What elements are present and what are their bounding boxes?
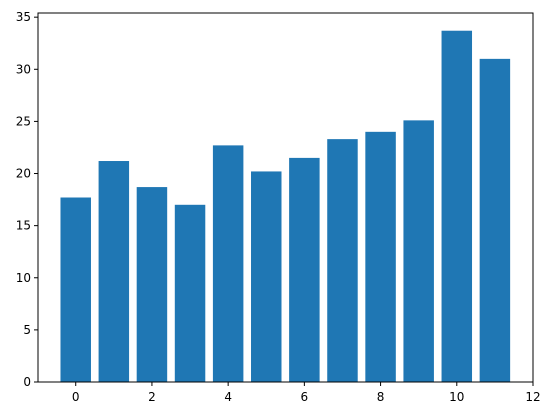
bar-4: [212, 145, 244, 382]
bar-10: [441, 30, 473, 383]
bar-7: [327, 139, 358, 382]
bars-layer: [60, 30, 511, 383]
y-tick-label: 0: [23, 375, 31, 389]
bar-11: [479, 58, 511, 382]
bar-6: [289, 157, 320, 382]
x-tick-label: 2: [148, 390, 156, 404]
bar-5: [251, 171, 282, 382]
bar-0: [60, 197, 91, 382]
y-tick-label: 30: [16, 62, 31, 76]
x-axis: 0 2 4 6 8 10 12: [72, 382, 541, 404]
bar-8: [365, 131, 396, 382]
x-tick-label: 4: [224, 390, 232, 404]
y-tick-label: 35: [16, 10, 31, 24]
y-tick-label: 15: [16, 219, 31, 233]
plot-frame: [37, 12, 534, 383]
y-tick-label: 20: [16, 167, 31, 181]
y-tick-label: 5: [23, 323, 31, 337]
x-tick-label: 10: [449, 390, 464, 404]
x-tick-label: 12: [525, 390, 540, 404]
bar-3: [174, 204, 206, 382]
y-tick-label: 25: [16, 114, 31, 128]
bar-1: [98, 161, 130, 382]
bar-9: [403, 120, 434, 382]
x-tick-label: 6: [301, 390, 309, 404]
y-axis: 0 5 10 15 20 25 30 35: [16, 10, 38, 389]
y-tick-label: 10: [16, 271, 31, 285]
x-tick-label: 0: [72, 390, 80, 404]
bar-2: [136, 187, 168, 382]
x-tick-label: 8: [377, 390, 385, 404]
